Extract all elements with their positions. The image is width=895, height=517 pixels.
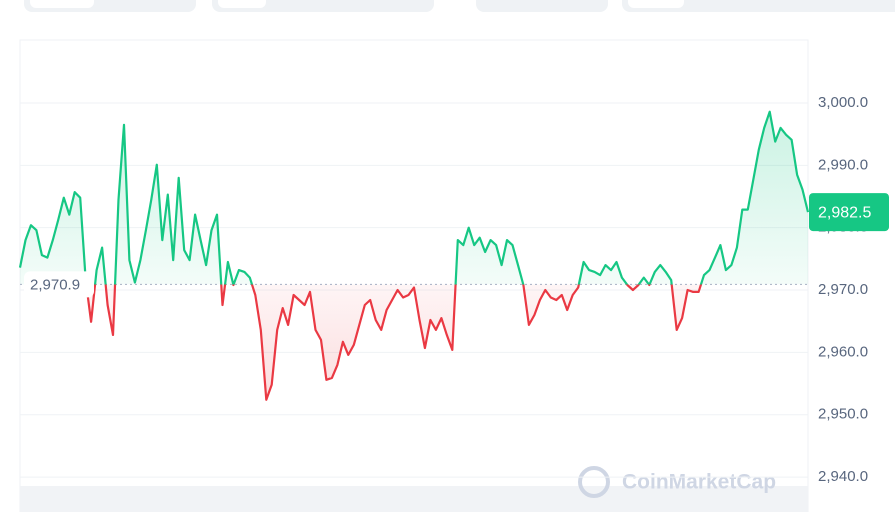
baseline-badge [24, 271, 94, 298]
y-tick-label: 3,000.0 [818, 94, 868, 111]
baseline-label: 2,970.9 [30, 276, 80, 293]
logo [578, 466, 610, 498]
y-tick-label: 2,960.0 [818, 343, 868, 360]
y-tick-label: 2,970.0 [818, 281, 868, 298]
watermark: CoinMarketCap [578, 466, 776, 498]
current-label: 2,982.5 [818, 204, 871, 221]
tab-active[interactable] [218, 0, 266, 8]
current-badge [809, 193, 889, 232]
y-tick-label: 2,990.0 [818, 156, 868, 173]
area [20, 111, 808, 400]
watermark-text: CoinMarketCap [622, 471, 776, 494]
tab[interactable] [212, 0, 434, 12]
tab-active[interactable] [628, 0, 684, 8]
tab[interactable] [476, 0, 608, 12]
tab-active[interactable] [30, 0, 94, 8]
volume-strip [20, 486, 808, 512]
y-tick-label: 2,950.0 [818, 406, 868, 423]
tab[interactable] [622, 0, 895, 12]
y-tick-label: 2,940.0 [818, 468, 868, 485]
price-line [18, 110, 810, 401]
